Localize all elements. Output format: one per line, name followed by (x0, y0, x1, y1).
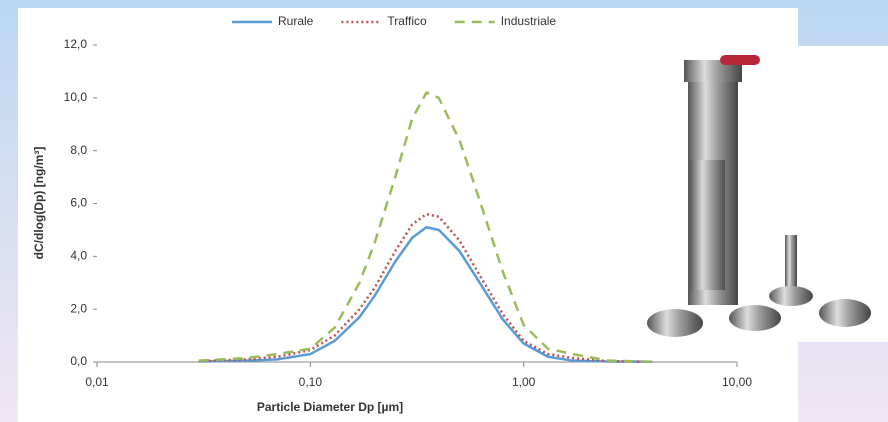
x-tick-label: 10,00 (722, 375, 752, 389)
y-axis-label: dC/dlog(Dp) [ng/m³] (32, 147, 46, 260)
legend-label: Industriale (501, 14, 557, 28)
line-series (198, 226, 653, 363)
x-tick-label: 0,01 (85, 375, 109, 389)
y-tick-label: 2,0 (70, 301, 87, 315)
y-tick-label: 0,0 (70, 354, 87, 368)
x-tick-label: 1,00 (512, 375, 536, 389)
line-series (198, 212, 653, 363)
y-tick-label: 6,0 (70, 196, 87, 210)
y-tick-label: 12,0 (64, 37, 88, 51)
y-tick-label: 4,0 (70, 249, 87, 263)
line-series (198, 91, 653, 363)
photo (632, 46, 888, 342)
x-axis-label: Particle Diameter Dp [µm] (257, 400, 403, 414)
legend-label: Traffico (387, 14, 427, 28)
legend-label: Rurale (278, 14, 314, 28)
y-tick-label: 8,0 (70, 143, 87, 157)
x-tick-label: 0,10 (299, 375, 323, 389)
y-tick-label: 10,0 (64, 90, 88, 104)
